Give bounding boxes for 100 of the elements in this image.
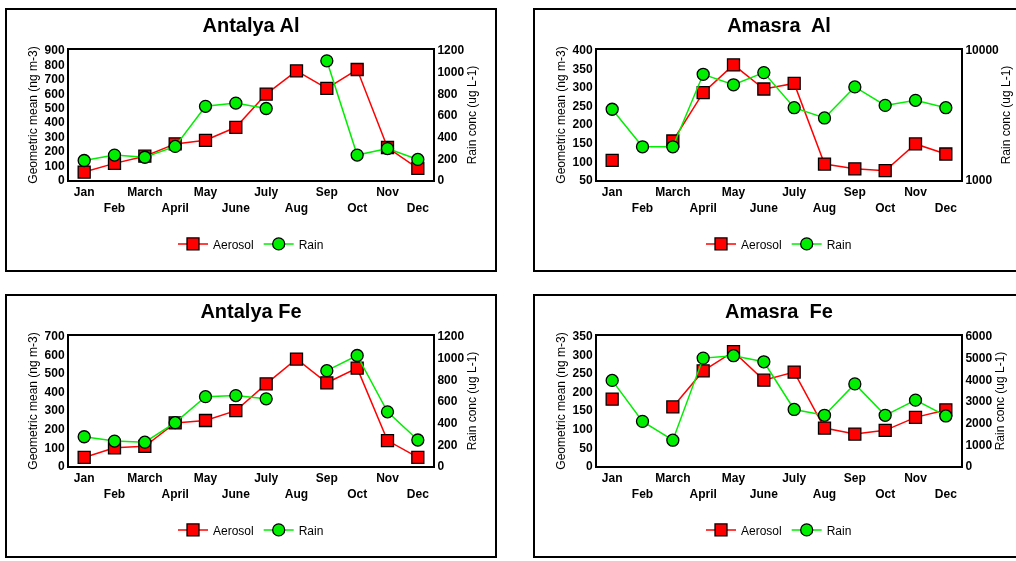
y-tick-label: 400 <box>44 115 65 130</box>
x-tick-label: June <box>749 487 779 501</box>
y-axis-title: Geometric mean (ng m-3) <box>26 332 41 470</box>
y-tick-label: 0 <box>57 459 65 474</box>
x-tick-label: Dec <box>406 201 430 215</box>
y-tick-label: 600 <box>44 347 65 362</box>
x-tick-label: Nov <box>904 185 928 200</box>
x-tick-label: July <box>254 471 279 486</box>
x-tick-label: March <box>655 471 691 486</box>
y-tick-label: 50 <box>579 440 593 455</box>
y-tick-label: 150 <box>572 403 593 418</box>
y2-tick-label: 10000 <box>965 43 1000 58</box>
legend-label: Rain <box>298 237 324 252</box>
y-axis-title: Geometric mean (ng m-3) <box>554 332 569 470</box>
legend-label: Aerosol <box>213 237 254 252</box>
y2-axis-title: Rain conc (ug L-1) <box>992 351 1007 451</box>
y2-tick-label: 200 <box>437 437 458 452</box>
y2-axis-title: Rain conc (ug L-1) <box>464 65 479 165</box>
y-tick-label: 0 <box>585 459 593 474</box>
x-tick-label: April <box>161 201 189 215</box>
y2-tick-label: 1200 <box>437 43 465 58</box>
y2-tick-label: 800 <box>437 86 458 101</box>
y-axis-title: Geometric mean (ng m-3) <box>26 46 41 184</box>
x-tick-label: Dec <box>406 487 430 501</box>
y2-tick-label: 600 <box>437 108 458 123</box>
x-tick-label: July <box>782 185 807 200</box>
y2-tick-label: 0 <box>965 459 973 474</box>
y-tick-label: 300 <box>44 129 65 144</box>
chart-title: Antalya Al <box>202 13 300 36</box>
x-tick-label: Dec <box>934 487 958 501</box>
x-tick-label: Feb <box>103 487 126 501</box>
x-tick-label: March <box>127 471 163 486</box>
y2-tick-label: 2000 <box>965 415 993 430</box>
legend-label: Aerosol <box>213 523 254 538</box>
x-tick-label: June <box>221 201 251 215</box>
y2-tick-label: 0 <box>437 173 445 188</box>
y2-tick-label: 400 <box>437 129 458 144</box>
x-tick-label: Nov <box>376 471 400 486</box>
y-tick-label: 50 <box>579 173 593 188</box>
y-tick-label: 250 <box>572 366 593 381</box>
y-tick-label: 100 <box>44 158 65 173</box>
y-tick-label: 100 <box>44 440 65 455</box>
y-tick-label: 500 <box>44 100 65 115</box>
y-tick-label: 800 <box>44 57 65 72</box>
x-tick-label: Nov <box>904 471 928 486</box>
x-tick-label: Nov <box>376 185 400 200</box>
y-tick-label: 300 <box>44 403 65 418</box>
x-tick-label: April <box>161 487 189 501</box>
x-tick-label: Sep <box>315 471 338 486</box>
y2-tick-label: 1200 <box>437 329 465 344</box>
y-tick-label: 0 <box>57 173 65 188</box>
x-tick-label: Sep <box>843 471 866 486</box>
y-tick-label: 400 <box>572 43 593 58</box>
y2-tick-label: 1000 <box>437 350 465 365</box>
x-tick-label: Oct <box>875 487 896 501</box>
y-tick-label: 100 <box>572 154 593 169</box>
y2-tick-label: 600 <box>437 394 458 409</box>
x-tick-label: June <box>221 487 251 501</box>
y2-tick-label: 800 <box>437 372 458 387</box>
y-tick-label: 300 <box>572 80 593 95</box>
y-tick-label: 200 <box>44 422 65 437</box>
x-tick-label: Feb <box>631 487 654 501</box>
x-tick-label: May <box>193 471 218 486</box>
chart-title: Amasra Fe <box>725 299 833 322</box>
y2-tick-label: 6000 <box>965 329 993 344</box>
y2-tick-label: 1000 <box>437 64 465 79</box>
y2-tick-label: 200 <box>437 151 458 166</box>
x-tick-label: June <box>749 201 779 215</box>
y-tick-label: 200 <box>572 384 593 399</box>
x-tick-label: Aug <box>284 201 309 215</box>
x-tick-label: Jan <box>601 185 623 200</box>
y-tick-label: 200 <box>44 144 65 159</box>
x-tick-label: Oct <box>347 201 368 215</box>
y2-axis-title: Rain conc (ug L-1) <box>464 351 479 451</box>
x-tick-label: Aug <box>284 487 309 501</box>
y-tick-label: 350 <box>572 61 593 76</box>
x-tick-label: July <box>254 185 279 200</box>
x-tick-label: Sep <box>315 185 338 200</box>
x-tick-label: March <box>127 185 163 200</box>
x-tick-label: Oct <box>347 487 368 501</box>
y-tick-label: 250 <box>572 98 593 113</box>
legend-label: Aerosol <box>741 237 782 252</box>
y-tick-label: 150 <box>572 136 593 151</box>
x-tick-label: Jan <box>601 471 623 486</box>
x-tick-label: Sep <box>843 185 866 200</box>
x-tick-label: May <box>193 185 218 200</box>
x-tick-label: May <box>721 185 746 200</box>
y-tick-label: 700 <box>44 329 65 344</box>
chart-title: Amasra Al <box>727 13 831 36</box>
legend-label: Rain <box>826 523 852 538</box>
x-tick-label: Aug <box>812 487 837 501</box>
y-tick-label: 400 <box>44 384 65 399</box>
y2-tick-label: 400 <box>437 415 458 430</box>
y-tick-label: 350 <box>572 329 593 344</box>
y2-tick-label: 1000 <box>965 173 993 188</box>
y2-tick-label: 0 <box>437 459 445 474</box>
x-tick-label: Jan <box>73 185 95 200</box>
x-tick-label: Feb <box>631 201 654 215</box>
y-tick-label: 700 <box>44 72 65 87</box>
x-tick-label: July <box>782 471 807 486</box>
